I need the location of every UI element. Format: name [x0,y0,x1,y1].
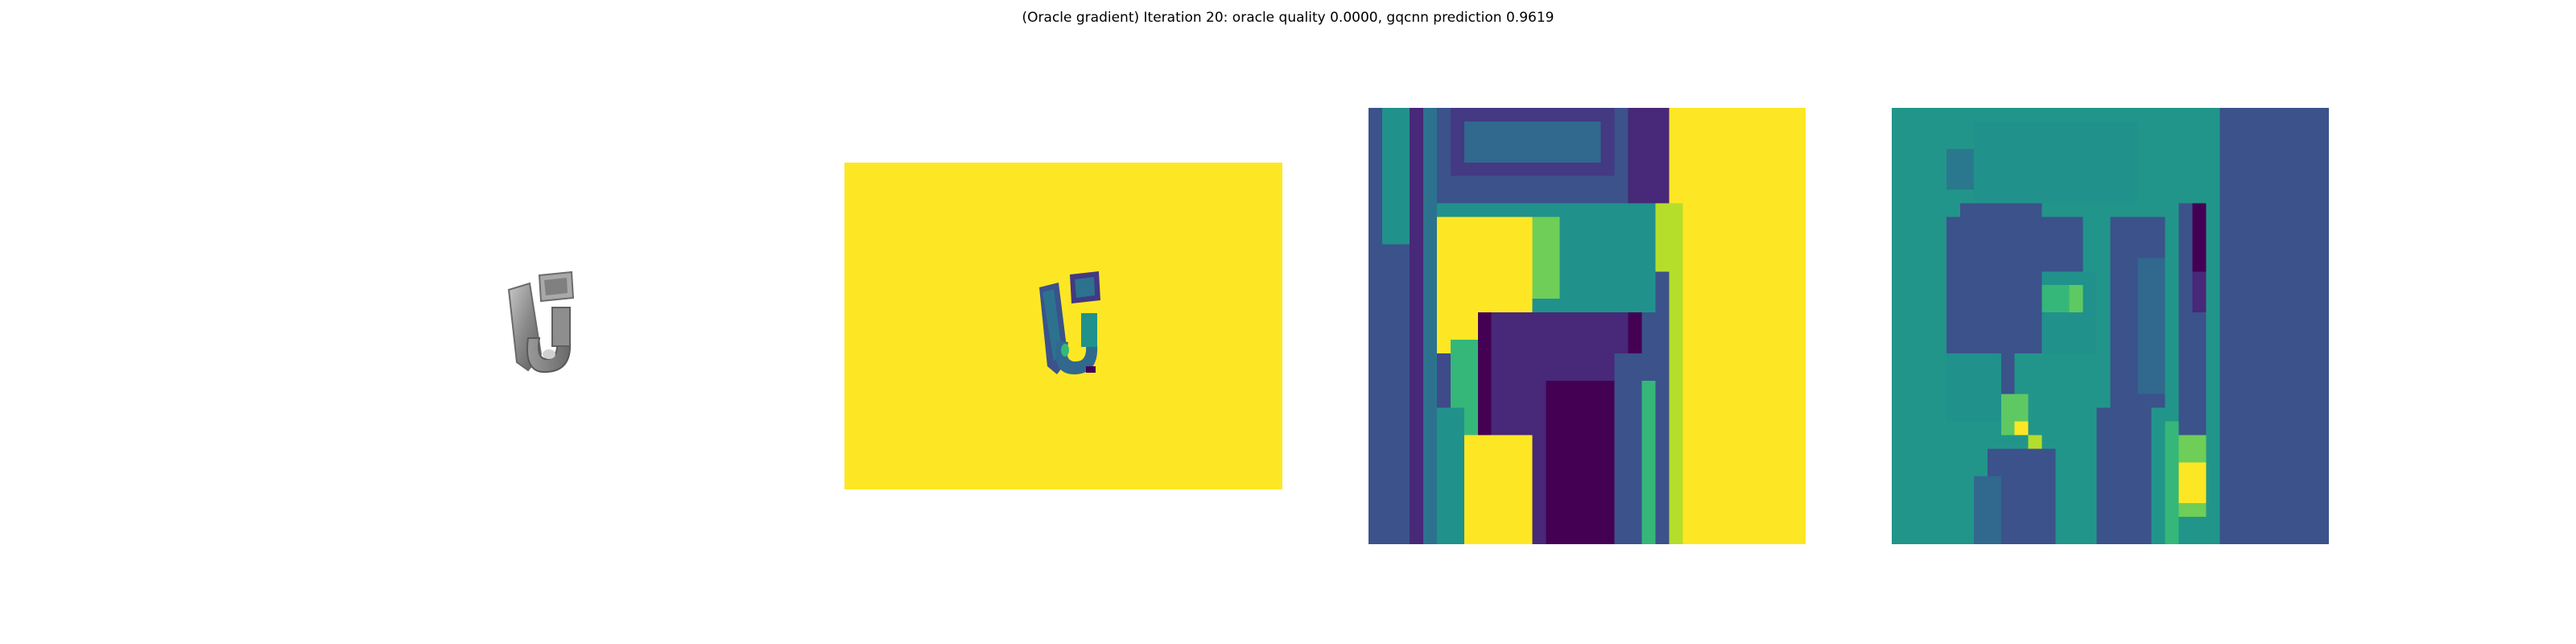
depth-image-panel [844,163,1282,489]
figure-title: (Oracle gradient) Iteration 20: oracle q… [1022,10,1554,26]
depth-crop-image [1368,108,1806,544]
gradient-map-panel [1892,108,2329,544]
depth-image [844,163,1282,489]
depth-crop-panel [1368,108,1806,544]
object-render-panel [451,233,644,443]
gradient-map-image [1892,108,2329,544]
object-render-image [507,270,575,374]
